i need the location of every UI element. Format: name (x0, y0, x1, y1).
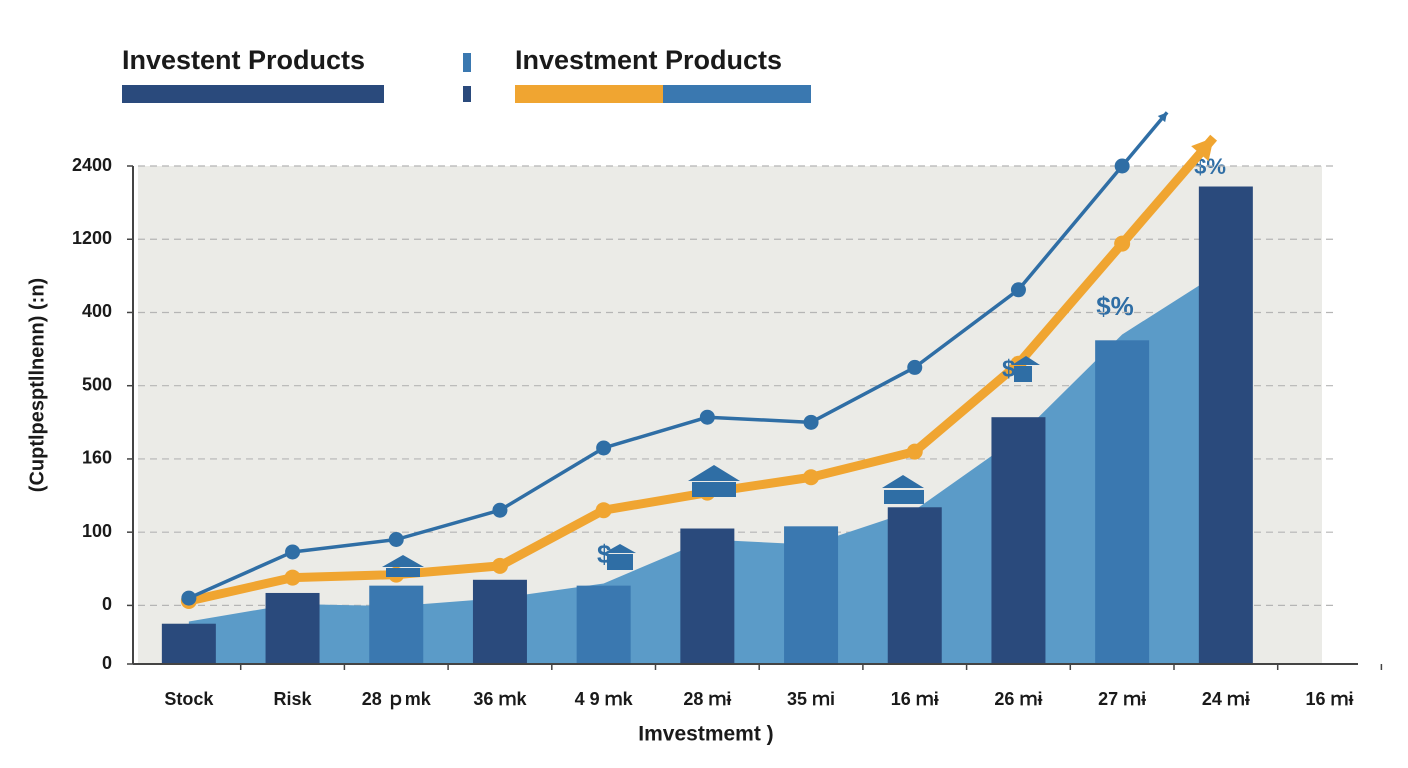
bar (784, 526, 839, 664)
bar (369, 585, 424, 664)
x-tick-label: 26 ｍɨ (994, 689, 1042, 709)
legend-title: Investent Products (122, 45, 365, 75)
bank-icon (604, 544, 636, 570)
x-tick-label: 16 ｍɨ (1306, 689, 1354, 709)
bank-icon (688, 465, 740, 497)
point (491, 557, 508, 574)
icon-glyph: $ (597, 539, 612, 569)
point (803, 414, 819, 430)
bar (991, 417, 1046, 664)
x-tick-label: 24 ｍɨ (1202, 689, 1250, 709)
legend-swatch (663, 85, 811, 103)
point (285, 544, 301, 560)
point (595, 502, 612, 519)
point (1010, 282, 1026, 298)
area (188, 268, 1226, 664)
y-axis-label: (Cuptlpesptllnenn) (:n) (26, 278, 48, 492)
arrow-head (1157, 112, 1168, 123)
x-tick-label: Risk (274, 689, 313, 709)
point (906, 443, 923, 460)
point (492, 502, 508, 518)
legend-swatch (122, 85, 384, 103)
legend-icon (463, 86, 471, 102)
x-tick-label: 28 ｍɨ (683, 689, 731, 709)
y-tick-label: 0 (102, 594, 112, 614)
x-tick-label: 4 9 ｍk (575, 689, 634, 709)
x-tick-label: 36 ｍk (473, 689, 527, 709)
icon-glyph: $ (1002, 355, 1016, 382)
trend-arrow (1118, 134, 1218, 247)
legend-swatch (515, 85, 663, 103)
legend-icon (463, 53, 471, 72)
bar (265, 592, 320, 664)
point (284, 569, 301, 586)
trend-arrow (1120, 111, 1169, 168)
point (1114, 158, 1130, 174)
bank-icon (382, 555, 424, 577)
x-tick-label: 35 ｍi (787, 689, 835, 709)
y-tick-label: 2400 (72, 155, 112, 175)
point (596, 440, 612, 456)
bank-icon (882, 475, 924, 504)
point (907, 359, 923, 375)
icons: $ $ (382, 355, 1040, 577)
bar (576, 585, 631, 664)
line (188, 164, 1124, 600)
bar (472, 579, 527, 664)
bar (1095, 340, 1150, 664)
y-tick-label: 0 (102, 653, 112, 673)
arrow-head (1191, 137, 1214, 162)
x-axis-label: Imvestmemt ) (638, 723, 773, 746)
y-tick-label: 160 (82, 448, 112, 468)
x-tick-label: 16 ｍɨ (891, 689, 939, 709)
bar (680, 528, 735, 664)
bar (161, 623, 216, 664)
point (699, 409, 715, 425)
x-tick-label: Stock (164, 689, 214, 709)
bar (887, 507, 942, 664)
x-tick-label: 27 ｍɨ (1098, 689, 1146, 709)
bank-icon (1012, 356, 1040, 382)
y-tick-label: 400 (82, 301, 112, 321)
y-tick-label: 1200 (72, 228, 112, 248)
x-tick-label: 28 ｐmk (362, 689, 432, 710)
legend-title: Investment Products (515, 45, 782, 75)
y-tick-label: 100 (82, 521, 112, 541)
line (187, 240, 1126, 606)
bar (1198, 186, 1253, 664)
point (388, 532, 404, 547)
point (803, 469, 820, 486)
annotation: $% (1096, 291, 1134, 321)
point (181, 590, 197, 606)
y-tick-label: 500 (82, 374, 112, 394)
